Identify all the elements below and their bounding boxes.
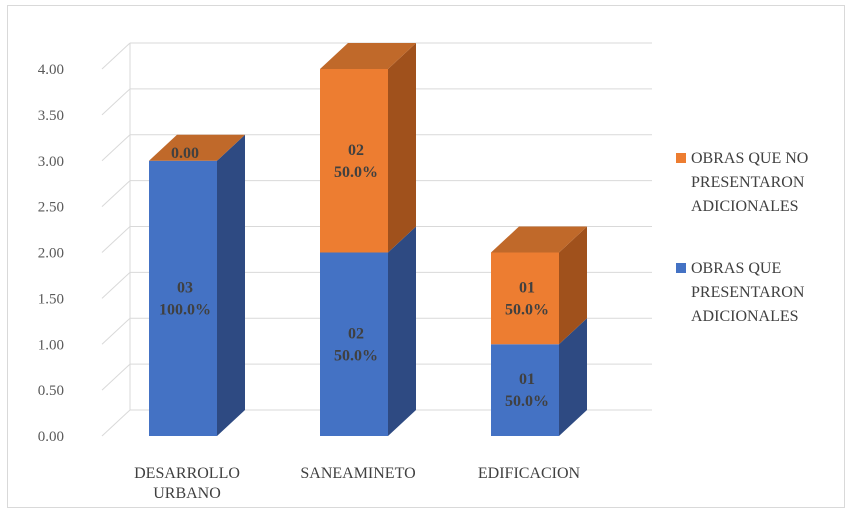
- gridline-side: [101, 226, 131, 253]
- data-label: 02 50.0%: [334, 142, 378, 181]
- y-tick-label: 2.00: [38, 246, 64, 262]
- gridline-side: [101, 42, 131, 70]
- bar-2-top: [491, 226, 587, 253]
- y-tick-label: 1.00: [38, 337, 64, 353]
- gridline-side: [101, 363, 131, 391]
- gridline-side: [101, 180, 131, 207]
- bar-2-s0-front: [491, 344, 559, 436]
- y-tick-label: 0.50: [38, 383, 64, 399]
- bar-0-top: [149, 134, 245, 161]
- legend-label: OBRAS QUE NO PRESENTARON ADICIONALES: [691, 150, 808, 215]
- x-category-label: EDIFICACION: [478, 465, 581, 482]
- legend-label: OBRAS QUE PRESENTARON ADICIONALES: [691, 260, 805, 325]
- legend-swatch: [676, 153, 686, 163]
- x-category-label: SANEAMINETO: [300, 465, 415, 482]
- gridline-side: [101, 409, 131, 437]
- bar-2-s0-side: [559, 318, 587, 436]
- bar-1-s1-side: [388, 43, 416, 253]
- data-label: 0.00: [171, 145, 199, 162]
- data-label: 01 50.0%: [505, 279, 549, 318]
- bar-1-s0-side: [388, 226, 416, 436]
- bar-1-top: [320, 43, 416, 69]
- bar-1-s0-front: [320, 252, 388, 436]
- gridline-side: [101, 88, 131, 116]
- y-tick-label: 2.50: [38, 200, 64, 216]
- legend-swatch: [676, 263, 686, 273]
- bar-0-s0-front: [149, 160, 217, 436]
- y-tick-label: 4.00: [38, 62, 64, 78]
- y-tick-label: 0.00: [38, 429, 64, 445]
- gridline-side: [101, 134, 131, 162]
- data-label: 01 50.0%: [505, 371, 549, 410]
- y-tick-label: 3.00: [38, 154, 64, 170]
- y-tick-label: 3.50: [38, 108, 64, 124]
- x-category-label: DESARROLLO URBANO: [134, 465, 240, 502]
- bar-1-s1-front: [320, 69, 388, 253]
- y-tick-label: 1.50: [38, 291, 64, 307]
- bar-2-s1-front: [491, 252, 559, 345]
- bar-2-s1-side: [559, 226, 587, 345]
- gridline-side: [101, 317, 131, 345]
- gridline-side: [101, 272, 131, 299]
- data-label: 03 100.0%: [159, 279, 211, 318]
- bar-0-s0-side: [217, 134, 245, 436]
- data-label: 02 50.0%: [334, 325, 378, 364]
